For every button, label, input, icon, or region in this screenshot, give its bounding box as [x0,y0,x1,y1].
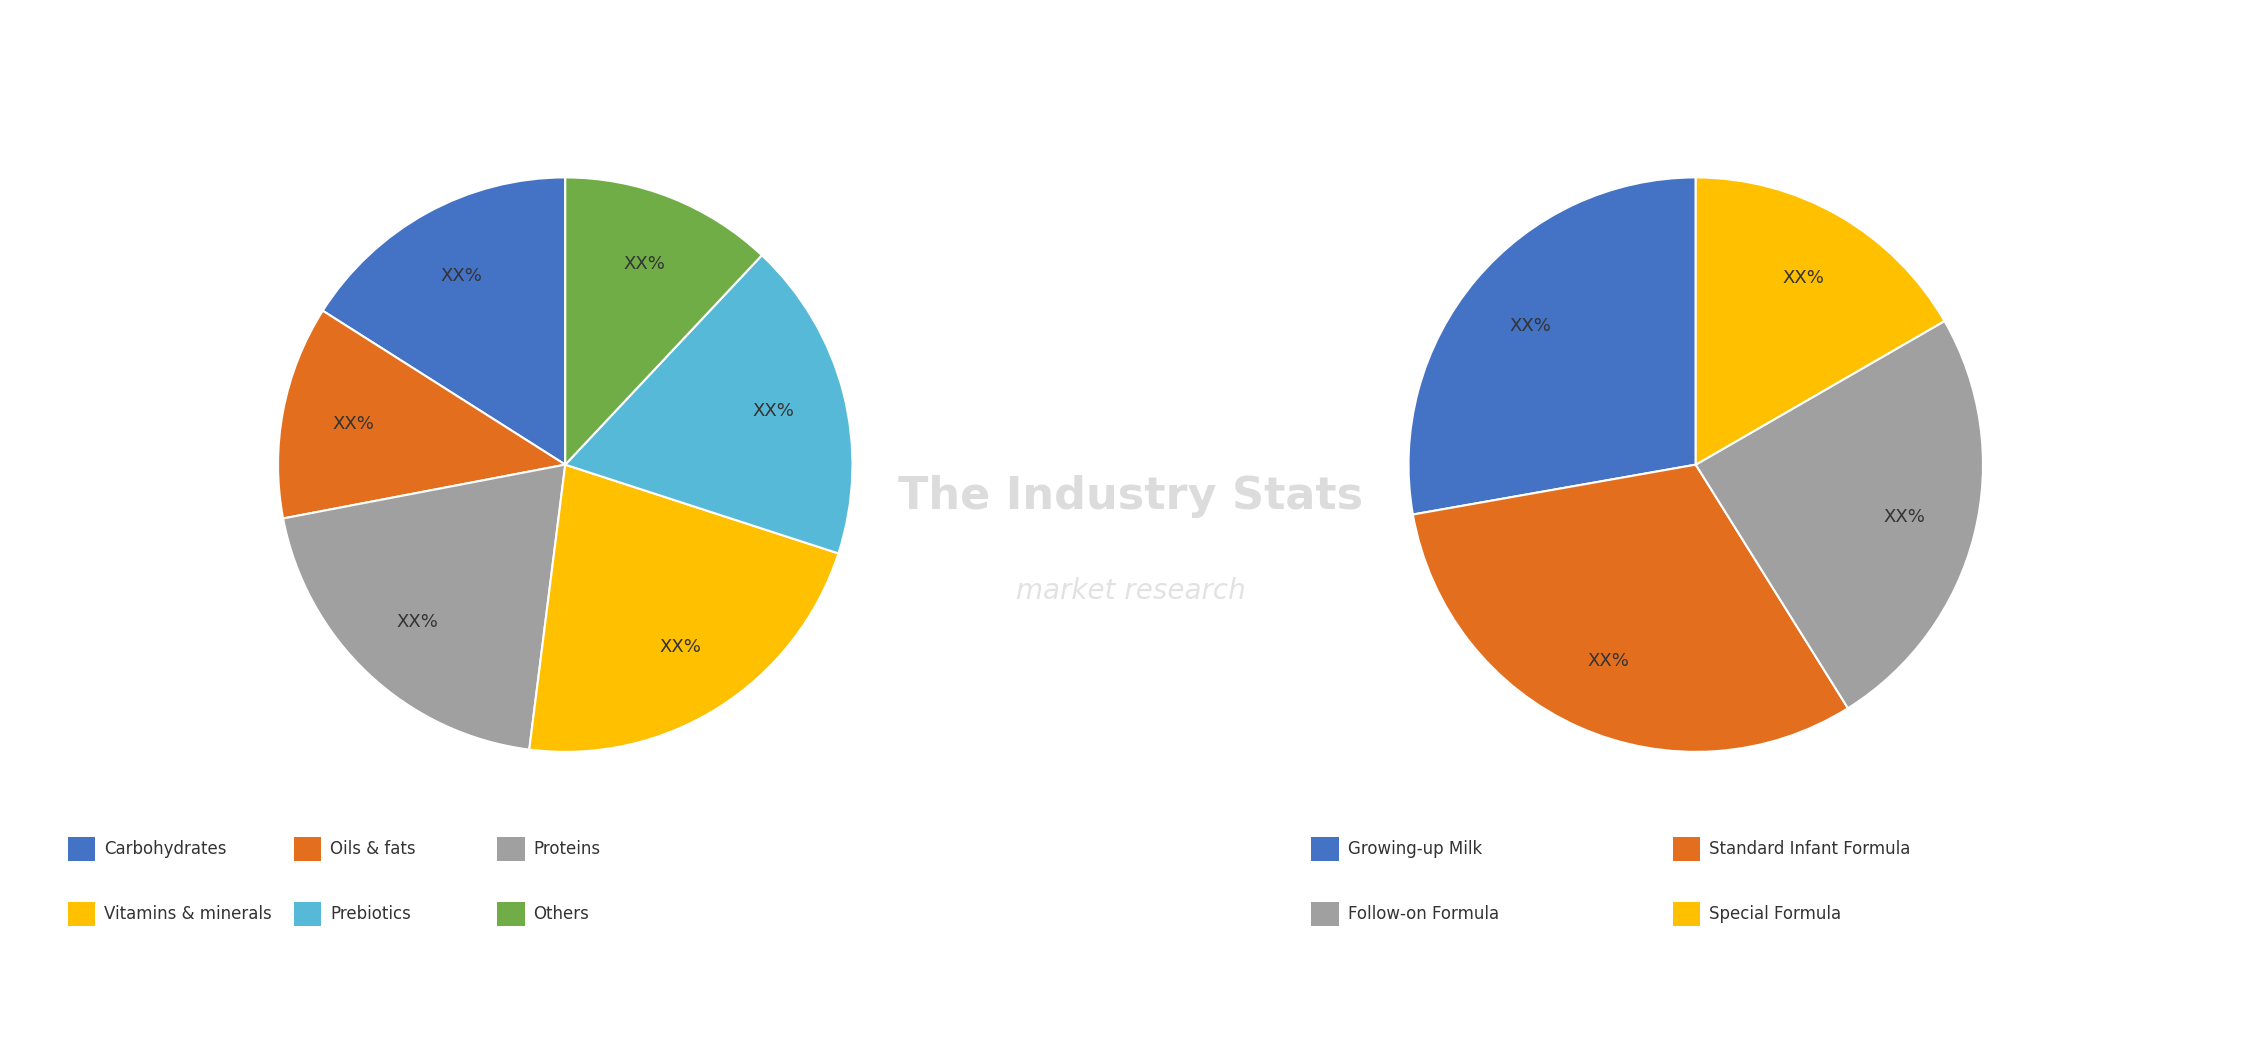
Bar [294,903,321,926]
Text: Website: www.theindustrystats.com: Website: www.theindustrystats.com [1628,1001,2028,1020]
Wedge shape [323,177,565,465]
Bar [497,837,525,861]
Wedge shape [1696,177,1944,465]
Text: XX%: XX% [1883,508,1926,526]
Text: Fig. Global Infant Formula Ingredients Market Share by Product Types & Applicati: Fig. Global Infant Formula Ingredients M… [45,41,1198,70]
Bar [497,903,525,926]
Wedge shape [529,465,839,752]
Bar [294,837,321,861]
Wedge shape [1413,465,1847,752]
Text: XX%: XX% [1782,269,1825,287]
Text: Proteins: Proteins [534,841,601,859]
Wedge shape [1409,177,1696,514]
Bar [1673,903,1700,926]
Text: The Industry Stats: The Industry Stats [898,475,1363,517]
Text: XX%: XX% [624,256,665,274]
Text: XX%: XX% [753,402,796,420]
Text: XX%: XX% [1510,317,1551,335]
Bar [68,837,95,861]
Text: Carbohydrates: Carbohydrates [104,841,226,859]
Text: Source: Theindustrystats Analysis: Source: Theindustrystats Analysis [45,1001,421,1020]
Wedge shape [1696,321,1983,709]
Wedge shape [278,310,565,518]
Text: Growing-up Milk: Growing-up Milk [1348,841,1481,859]
Text: Email: sales@theindustrystats.com: Email: sales@theindustrystats.com [859,1001,1246,1020]
Bar [1311,837,1339,861]
Text: XX%: XX% [332,415,375,433]
Text: Vitamins & minerals: Vitamins & minerals [104,905,271,923]
Text: XX%: XX% [660,638,701,656]
Bar [1673,837,1700,861]
Bar [1311,903,1339,926]
Text: Others: Others [534,905,590,923]
Text: XX%: XX% [398,612,439,630]
Bar [68,903,95,926]
Text: market research: market research [1015,578,1246,605]
Text: Follow-on Formula: Follow-on Formula [1348,905,1499,923]
Wedge shape [283,465,565,750]
Text: XX%: XX% [1587,653,1630,671]
Text: Special Formula: Special Formula [1709,905,1840,923]
Wedge shape [565,177,762,465]
Wedge shape [565,256,852,553]
Text: XX%: XX% [441,267,482,285]
Text: Oils & fats: Oils & fats [330,841,416,859]
Text: Standard Infant Formula: Standard Infant Formula [1709,841,1911,859]
Text: Prebiotics: Prebiotics [330,905,412,923]
